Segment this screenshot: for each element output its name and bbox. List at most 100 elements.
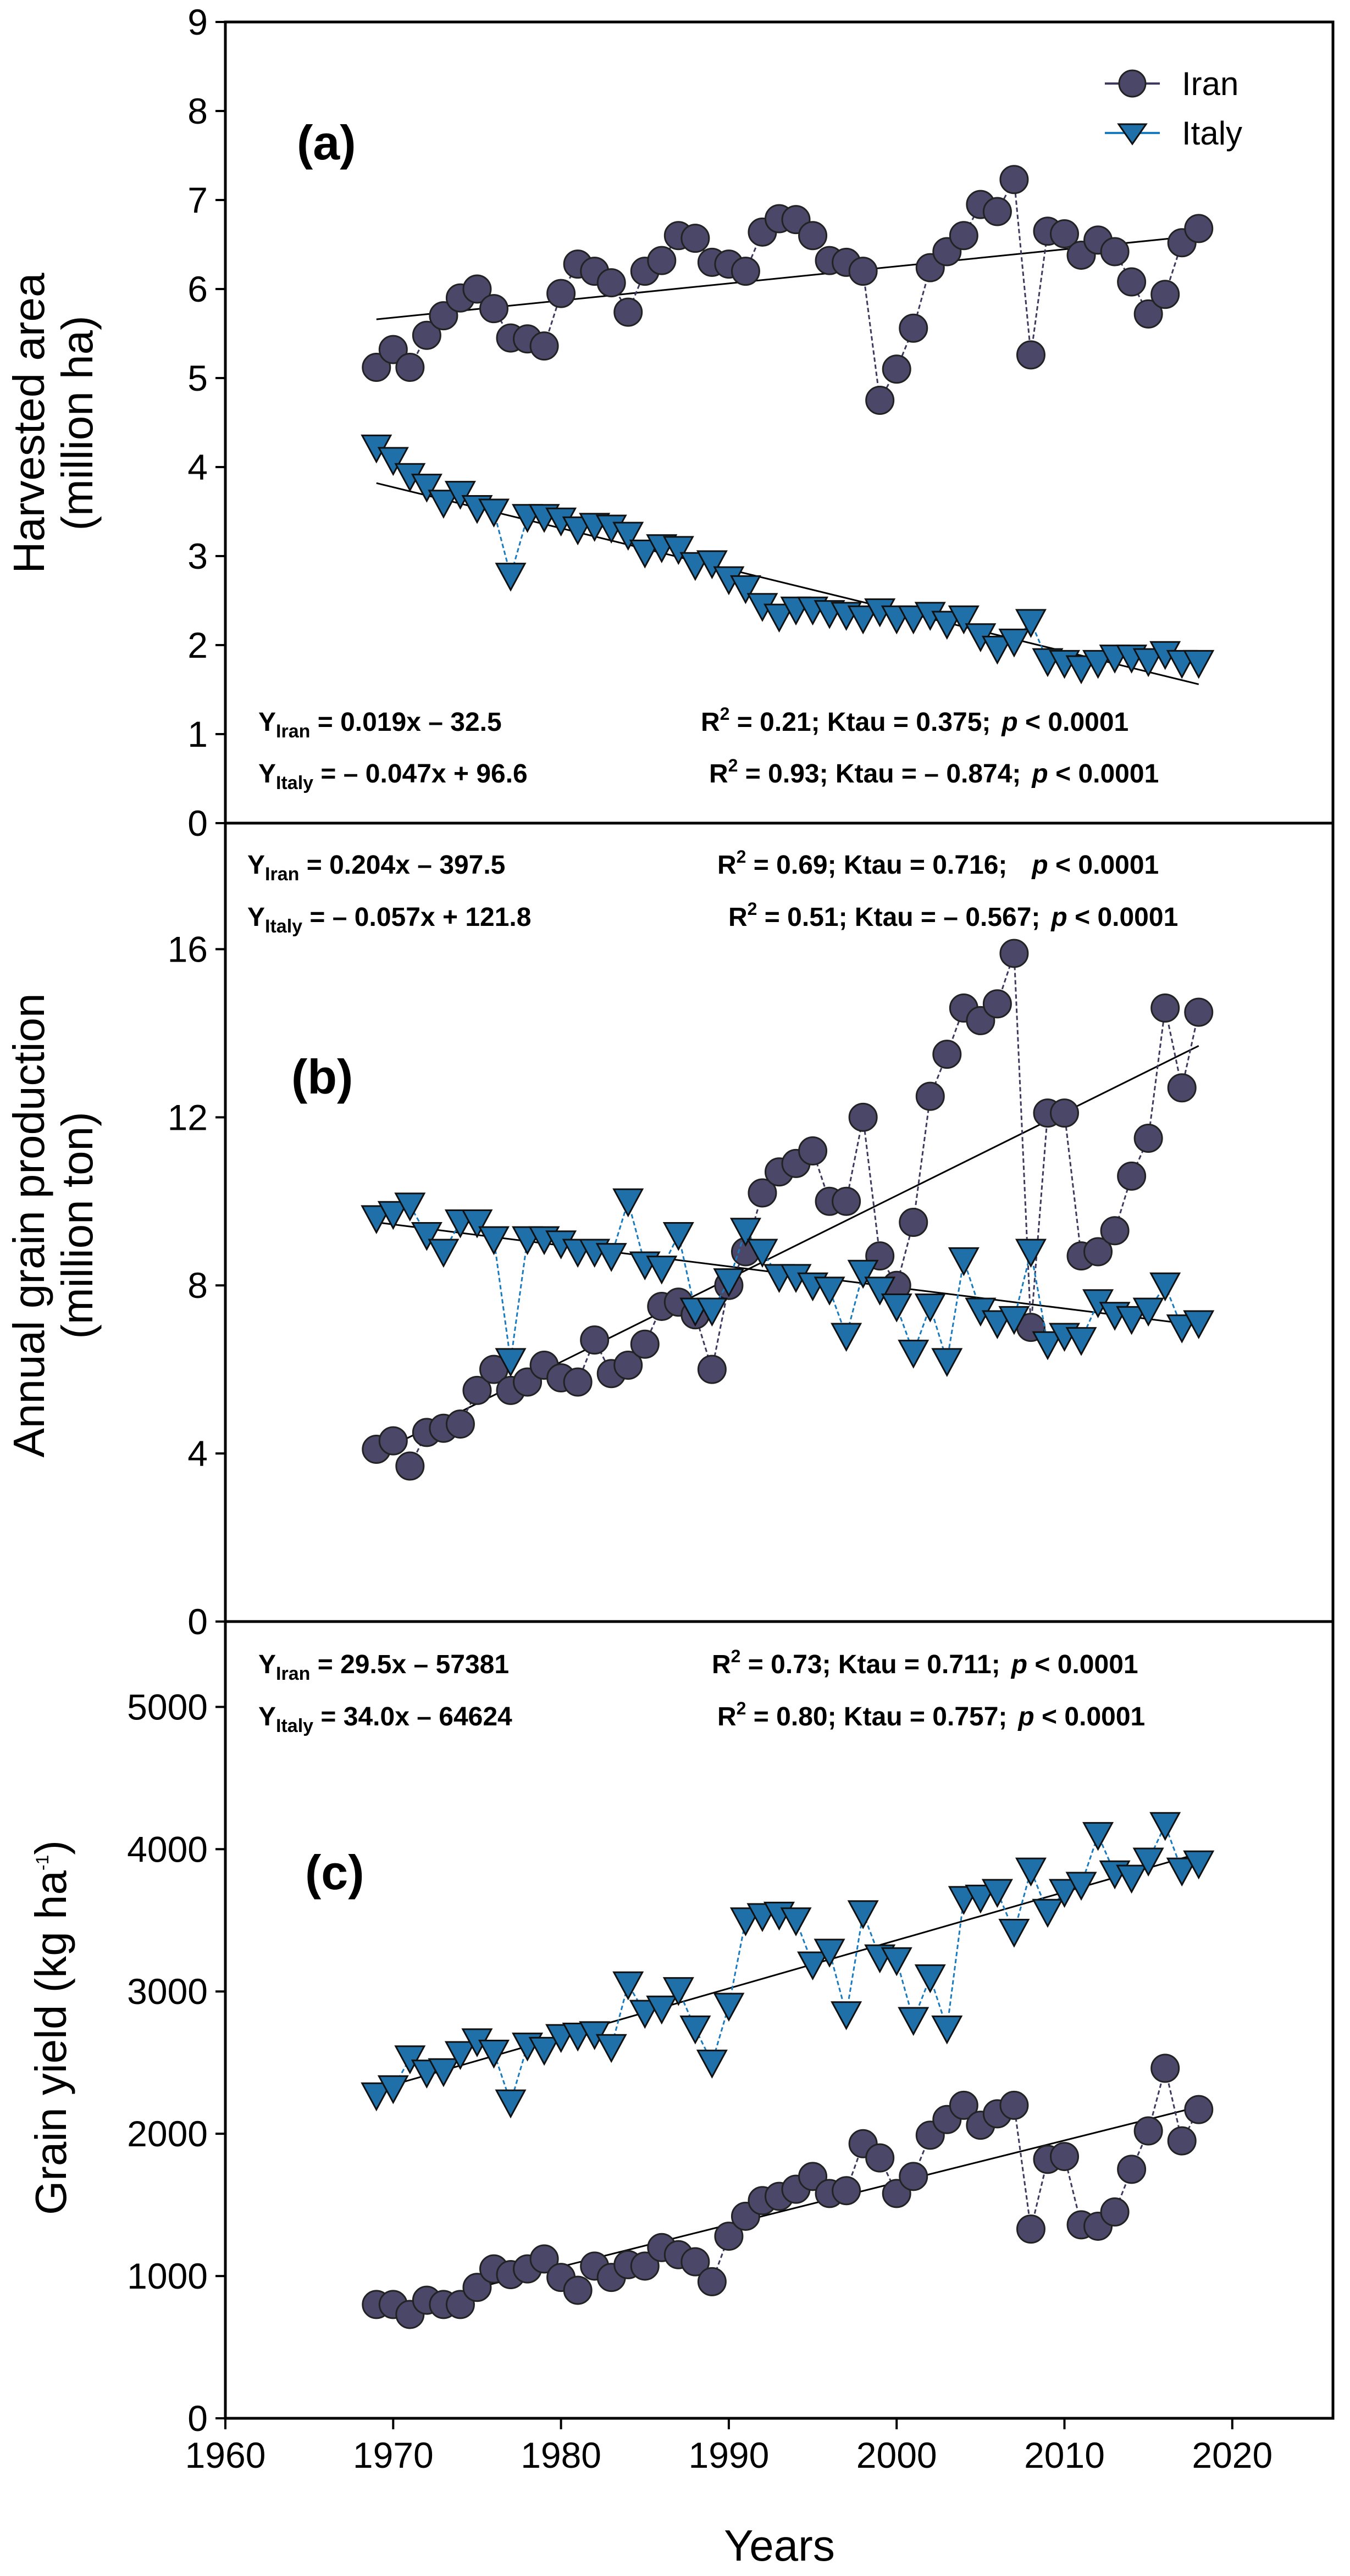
panel-b-iran-point-1971 (395, 1451, 425, 1481)
panel-c-ylabel-close: ) (26, 1840, 75, 1855)
panel-a-iran-point-1979 (529, 331, 559, 361)
panel-a-plot (361, 165, 1215, 685)
panel-c-italy-point-2010 (1049, 1879, 1081, 1908)
panel-c-stats-iran-rest: = 0.73; Ktau = 0.711; (740, 1650, 1000, 1679)
panel-c-iran-point-1981 (563, 2275, 593, 2305)
panel-c-stats-iran-pval: < 0.0001 (1027, 1650, 1138, 1679)
panel-c-iran-point-2018 (1184, 2095, 1214, 2124)
panel-a-eq-iran: YIran = 0.019x – 32.5 (258, 708, 502, 742)
panel-a-italy-point-2018 (1183, 649, 1215, 679)
panel-a-iran-point-1984 (613, 297, 643, 327)
panel-a-italy-point-2003 (931, 610, 963, 640)
panel-b-italy-point-1989 (696, 1297, 728, 1327)
panel-c-stats-iran-sup: 2 (731, 1646, 741, 1666)
panel-c-ylabel-sup: -1 (32, 1855, 52, 1870)
panel-a-iran-point-1998 (848, 257, 878, 286)
panel-b-eq-italy-y: Y (247, 903, 265, 932)
panel-a-y-tick-label: 0 (187, 803, 208, 843)
panel-a-label: (a) (297, 115, 356, 170)
panel-a-iran-point-1969 (362, 353, 391, 382)
panel-b-italy-point-1991 (729, 1218, 761, 1247)
panel-b-iran-point-2010 (1050, 1098, 1080, 1128)
panel-b-stats-iran: R2 = 0.69; Ktau = 0.716; p < 0.0001 (717, 847, 1159, 880)
panel-b-y-tick-label: 8 (187, 1265, 208, 1306)
panel-a-italy-point-1984 (612, 521, 644, 551)
panel-b-italy-point-1976 (478, 1226, 510, 1256)
panel-a-iran-point-1975 (462, 274, 492, 304)
panel-c-italy-point-1998 (847, 1900, 879, 1929)
panel-b-italy-point-1990 (713, 1268, 745, 1297)
panel-b-y-tick-label: 12 (168, 1097, 208, 1137)
panel-b-stats-iran-rest: = 0.69; Ktau = 0.716; (746, 851, 1007, 880)
x-tick-label: 1970 (353, 2435, 434, 2475)
panel-a-stats-italy-sup: 2 (728, 756, 738, 775)
panel-b-iran-point-1970 (378, 1426, 408, 1456)
panel-b-italy-point-2018 (1183, 1310, 1215, 1340)
panel-c-italy-point-1977 (495, 2089, 527, 2119)
panel-c-iran-point-2001 (899, 2162, 928, 2191)
panel-a-italy-point-2015 (1132, 648, 1164, 678)
x-tick-label: 1980 (521, 2435, 601, 2475)
legend-iran-marker (1118, 69, 1147, 98)
panel-b-stats-iran-r: R (717, 851, 737, 880)
panel-a-iran-point-2001 (899, 313, 928, 343)
panel-b-y-tick-label: 16 (168, 929, 208, 969)
panel-a-eq-iran-rhs: = 0.019x – 32.5 (310, 708, 501, 737)
panel-a-italy-point-2006 (981, 635, 1013, 665)
panel-a-iran-point-2006 (982, 197, 1012, 226)
panel-a-y-tick-label: 1 (187, 714, 208, 754)
panel-c-italy-point-1986 (646, 1995, 678, 2025)
panel-b-italy-point-2015 (1132, 1297, 1164, 1327)
panel-b-ylabel-line1: Annual grain production (4, 993, 53, 1457)
panel-c-italy-point-1984 (612, 1971, 644, 2001)
panel-a-iran-point-2015 (1133, 299, 1163, 329)
panel-c-iran-point-1989 (697, 2267, 727, 2296)
panel-c-italy-point-1973 (428, 2058, 460, 2088)
panel-c-stats-italy-rest: = 0.80; Ktau = 0.757; (746, 1702, 1007, 1731)
panel-a-iran-point-2014 (1117, 267, 1147, 297)
panel-b-iran-point-1997 (832, 1186, 861, 1216)
panel-b-italy-point-2000 (881, 1293, 912, 1323)
panel-b-iran-point-1975 (462, 1375, 492, 1405)
panel-a-iran-point-1991 (731, 257, 760, 286)
panel-b-iran-point-2017 (1167, 1073, 1197, 1103)
panel-b-italy-point-1973 (428, 1239, 460, 1268)
panel-c-italy-point-1979 (528, 2036, 560, 2066)
panel-a-iran-point-2016 (1150, 280, 1180, 309)
panel-c-iran-point-1988 (680, 2247, 710, 2277)
panel-b-italy-point-1969 (361, 1205, 392, 1234)
panel-b-eq-iran-rhs: = 0.204x – 397.5 (299, 851, 505, 880)
panel-b-italy-point-2014 (1116, 1306, 1148, 1335)
panel-c-eq-iran: YIran = 29.5x – 57381 (258, 1650, 509, 1684)
panel-b-iran-point-1982 (580, 1325, 610, 1355)
panel-b-y-tick-label: 0 (187, 1601, 208, 1642)
panel-b-iran-point-2002 (915, 1081, 945, 1111)
panel-c-italy-point-2005 (965, 1884, 997, 1914)
panel-c-italy-point-2011 (1065, 1872, 1097, 1901)
panel-b-italy-point-1977 (495, 1348, 527, 1378)
panel-c-eq-iran-rhs: = 29.5x – 57381 (310, 1650, 509, 1679)
panel-b-italy-point-2006 (981, 1310, 1013, 1340)
panel-c-eq-italy: YItaly = 34.0x – 64624 (258, 1702, 512, 1736)
panel-a-iran-point-1970 (378, 335, 408, 364)
panel-c-y-axis: 0 1000 2000 3000 4000 5000 (127, 1686, 225, 2439)
x-tick-label: 1960 (185, 2435, 266, 2475)
panel-b-iran-point-2016 (1150, 993, 1180, 1023)
panel-a-iran-point-2018 (1184, 214, 1214, 243)
panel-c-stats-italy-r: R (717, 1702, 737, 1731)
panel-c-y-tick-label: 0 (187, 2398, 208, 2439)
panel-b-italy-point-1998 (847, 1259, 879, 1289)
panel-c-y-tick-label: 3000 (127, 1971, 208, 2012)
panel-c-italy-point-1994 (780, 1907, 812, 1936)
panel-c-iran-point-1979 (529, 2244, 559, 2274)
panel-c-italy-point-1983 (595, 2034, 627, 2063)
panel-b-italy-point-1987 (662, 1222, 694, 1251)
x-tick-label: 2020 (1192, 2435, 1272, 2475)
panel-b-iran-point-1985 (630, 1329, 660, 1359)
panel-c-iran-point-2007 (999, 2090, 1029, 2120)
panel-c-italy-point-1970 (377, 2075, 409, 2105)
panel-a-iran-point-2008 (1016, 340, 1045, 370)
panel-c-iran-point-2017 (1167, 2126, 1197, 2156)
panel-b-stats-italy-r: R (728, 903, 748, 932)
